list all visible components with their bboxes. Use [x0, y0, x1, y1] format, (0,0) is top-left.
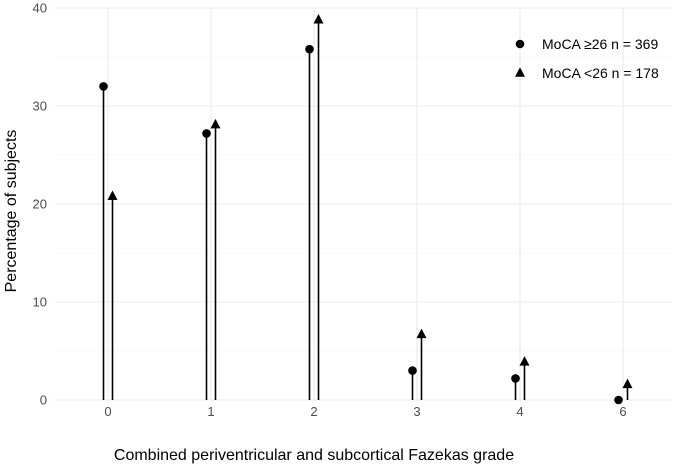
legend-label: MoCA ≥26 n = 369 — [542, 36, 658, 52]
legend: MoCA ≥26 n = 369 MoCA <26 n = 178 — [515, 36, 659, 81]
data-point-triangle — [107, 190, 118, 200]
data-point-triangle — [313, 14, 324, 24]
y-tick-label: 30 — [33, 99, 47, 114]
tick-labels: 0 10 20 30 40 0 1 2 3 4 6 — [33, 1, 627, 420]
data-point-circle — [99, 82, 108, 91]
data-point-circle — [202, 129, 211, 138]
legend-circle-icon — [515, 39, 525, 49]
x-tick-label: 6 — [619, 404, 626, 419]
legend-triangle-icon — [515, 67, 525, 77]
data-point-triangle — [416, 328, 427, 339]
legend-label: MoCA <26 n = 178 — [542, 65, 659, 81]
x-tick-label: 2 — [310, 404, 317, 419]
data-point-triangle — [622, 378, 633, 389]
x-tick-label: 0 — [104, 404, 111, 419]
grid — [55, 7, 672, 401]
y-axis-title: Percentage of subjects — [3, 130, 20, 293]
x-tick-label: 3 — [413, 404, 420, 419]
x-tick-label: 1 — [207, 404, 214, 419]
data-point-circle — [305, 44, 314, 54]
y-tick-label: 40 — [33, 1, 47, 16]
y-tick-label: 10 — [33, 295, 47, 310]
data-marks — [99, 14, 633, 405]
data-point-circle — [614, 395, 623, 405]
data-point-circle — [408, 366, 417, 375]
x-axis-title: Combined periventricular and subcortical… — [114, 447, 514, 464]
data-point-triangle — [519, 356, 530, 366]
data-point-circle — [511, 374, 520, 383]
x-tick-label: 4 — [516, 404, 523, 419]
y-tick-label: 0 — [40, 393, 47, 408]
data-point-triangle — [210, 118, 221, 129]
y-tick-label: 20 — [33, 197, 47, 212]
